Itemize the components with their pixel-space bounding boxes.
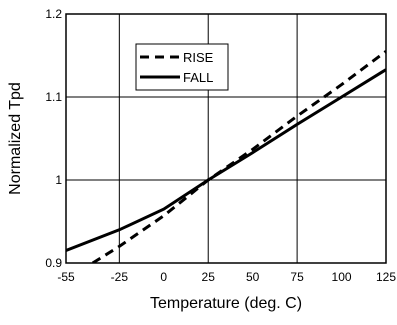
y-tick-label: 1.2	[45, 7, 62, 21]
y-tick-label: 0.9	[45, 256, 62, 270]
legend-label-fall: FALL	[183, 70, 213, 85]
x-tick-label: -55	[57, 270, 75, 284]
legend-label-rise: RISE	[183, 50, 214, 65]
series-lines	[66, 50, 386, 263]
x-tick-label: 25	[202, 270, 216, 284]
x-axis-label: Temperature (deg. C)	[150, 295, 302, 312]
y-axis-label: Normalized Tpd	[7, 82, 24, 195]
y-tick-label: 1.1	[45, 90, 62, 104]
x-tick-labels: -55 -25 0 25 50 75 100 125	[57, 270, 396, 284]
legend: RISE FALL	[135, 43, 229, 91]
x-tick-label: 125	[376, 270, 396, 284]
x-tick-label: 75	[290, 270, 304, 284]
x-tick-label: -25	[111, 270, 129, 284]
series-line-fall	[66, 68, 386, 252]
legend-box	[135, 43, 229, 91]
x-tick-label: 0	[160, 270, 167, 284]
x-tick-label: 50	[246, 270, 260, 284]
y-tick-labels: 0.9 1 1.1 1.2	[45, 7, 62, 270]
y-tick-label: 1	[55, 173, 62, 187]
plot-frame	[65, 13, 387, 264]
x-tick-label: 100	[332, 270, 352, 284]
